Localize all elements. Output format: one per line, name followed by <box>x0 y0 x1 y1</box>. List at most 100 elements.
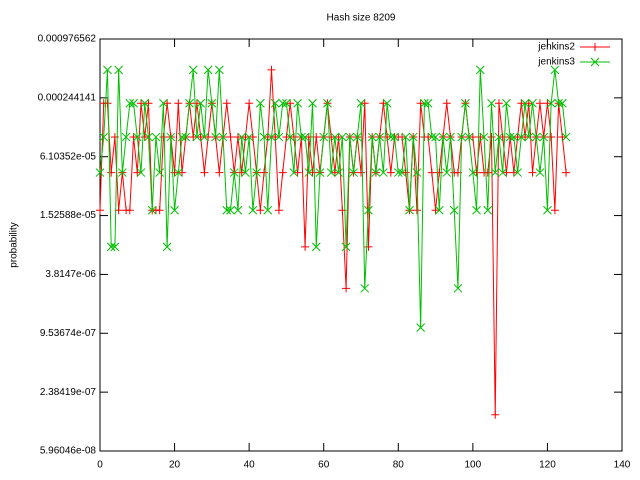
point-marker <box>222 99 231 108</box>
point-marker <box>259 132 269 142</box>
point-marker <box>379 99 388 108</box>
point-marker <box>173 168 183 177</box>
point-marker <box>200 168 209 177</box>
point-marker <box>490 168 500 177</box>
point-marker <box>270 98 280 108</box>
point-marker <box>342 284 351 293</box>
point-marker <box>509 132 519 142</box>
point-marker <box>352 132 362 142</box>
point-marker <box>472 205 481 215</box>
point-marker <box>192 132 202 142</box>
point-marker <box>367 132 377 142</box>
point-marker <box>140 133 149 142</box>
point-marker <box>416 323 426 332</box>
point-marker <box>408 132 418 142</box>
point-marker <box>125 206 134 215</box>
point-marker <box>192 99 201 108</box>
point-marker <box>304 168 314 177</box>
point-marker <box>375 132 384 142</box>
point-marker <box>233 205 243 215</box>
point-marker <box>528 168 537 177</box>
point-marker <box>357 168 365 177</box>
y-tick-label: 2.38419e-07 <box>40 387 97 398</box>
point-marker <box>315 168 325 177</box>
point-marker <box>245 99 254 108</box>
point-marker <box>554 98 563 108</box>
y-tick-label: 3.8147e-06 <box>45 269 96 280</box>
point-marker <box>449 205 459 215</box>
point-marker <box>267 132 276 142</box>
point-marker <box>531 132 541 142</box>
legend-label: jenkins3 <box>537 57 575 68</box>
point-marker <box>472 168 481 177</box>
point-marker <box>435 168 444 177</box>
point-marker <box>424 133 433 142</box>
point-marker <box>412 206 421 215</box>
point-marker <box>289 168 299 177</box>
point-marker <box>185 98 194 108</box>
point-marker <box>550 65 560 75</box>
point-marker <box>494 99 503 108</box>
point-marker <box>244 132 254 142</box>
point-marker <box>382 98 392 108</box>
y-tick-label: 0.000976562 <box>38 34 97 45</box>
point-marker <box>461 98 470 108</box>
point-marker <box>528 98 537 108</box>
point-marker <box>96 206 104 215</box>
point-marker <box>229 168 239 177</box>
point-marker <box>334 133 343 142</box>
point-marker <box>487 98 496 108</box>
point-marker <box>401 132 411 142</box>
point-marker <box>289 133 298 142</box>
point-marker <box>311 242 321 252</box>
point-marker <box>546 98 556 108</box>
point-marker <box>520 98 530 108</box>
point-marker <box>390 132 399 142</box>
point-marker <box>181 132 191 142</box>
point-marker <box>308 98 317 108</box>
point-marker <box>170 168 179 177</box>
point-marker <box>427 168 436 177</box>
point-marker <box>114 65 123 75</box>
point-marker <box>144 99 153 108</box>
point-marker <box>558 133 567 142</box>
point-marker <box>285 132 295 142</box>
y-axis-label: probability <box>9 222 20 268</box>
point-marker <box>226 205 235 215</box>
point-marker <box>170 205 179 215</box>
point-marker <box>416 99 425 108</box>
point-marker <box>442 99 451 108</box>
point-marker <box>341 242 351 252</box>
point-marker <box>434 205 444 215</box>
point-marker <box>438 132 448 142</box>
point-marker <box>483 205 493 215</box>
point-marker <box>517 99 526 108</box>
point-marker <box>132 132 142 142</box>
point-marker <box>125 98 135 108</box>
point-marker <box>345 132 355 142</box>
point-marker <box>140 98 150 108</box>
point-marker <box>308 168 317 177</box>
point-marker <box>364 205 373 215</box>
point-marker <box>293 98 302 108</box>
point-marker <box>405 205 414 215</box>
point-marker <box>271 133 280 142</box>
point-marker <box>323 98 332 108</box>
x-tick-label: 60 <box>318 460 330 471</box>
point-marker <box>274 132 284 142</box>
point-marker <box>513 168 522 177</box>
x-tick-label: 80 <box>393 460 405 471</box>
point-marker <box>222 205 232 215</box>
point-marker <box>304 133 313 142</box>
point-marker <box>338 132 347 142</box>
point-marker <box>286 99 295 108</box>
point-marker <box>464 132 474 142</box>
point-marker <box>356 98 366 108</box>
point-marker <box>95 168 105 177</box>
point-marker <box>502 98 511 108</box>
point-marker <box>360 283 370 293</box>
point-marker <box>278 98 288 108</box>
point-marker <box>241 133 250 142</box>
point-marker <box>479 132 489 142</box>
point-marker <box>301 242 310 251</box>
